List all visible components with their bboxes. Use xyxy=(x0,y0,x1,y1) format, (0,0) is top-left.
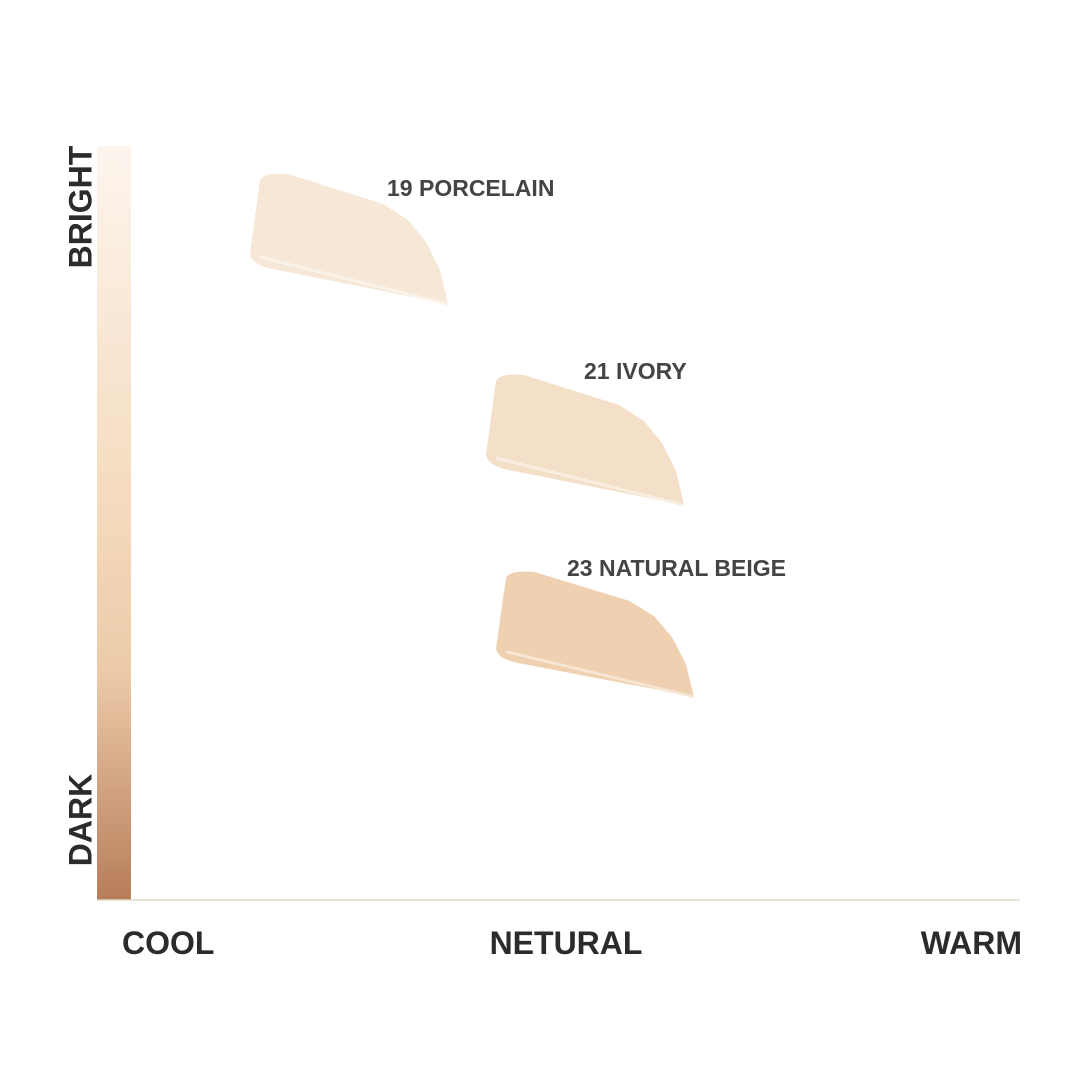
tone-gradient xyxy=(97,146,131,900)
swatch xyxy=(496,571,695,699)
shade-label: 19 PORCELAIN xyxy=(387,175,554,201)
y-label-bottom: DARK xyxy=(62,774,98,866)
shade-label: 21 IVORY xyxy=(584,358,687,384)
x-label-left: COOL xyxy=(122,925,214,961)
x-label-middle: NETURAL xyxy=(490,925,643,961)
shade-label: 23 NATURAL BEIGE xyxy=(567,555,786,581)
x-label-right: WARM xyxy=(921,925,1022,961)
y-label-top: BRIGHT xyxy=(62,145,98,268)
swatch xyxy=(486,374,685,507)
swatch xyxy=(250,173,449,306)
